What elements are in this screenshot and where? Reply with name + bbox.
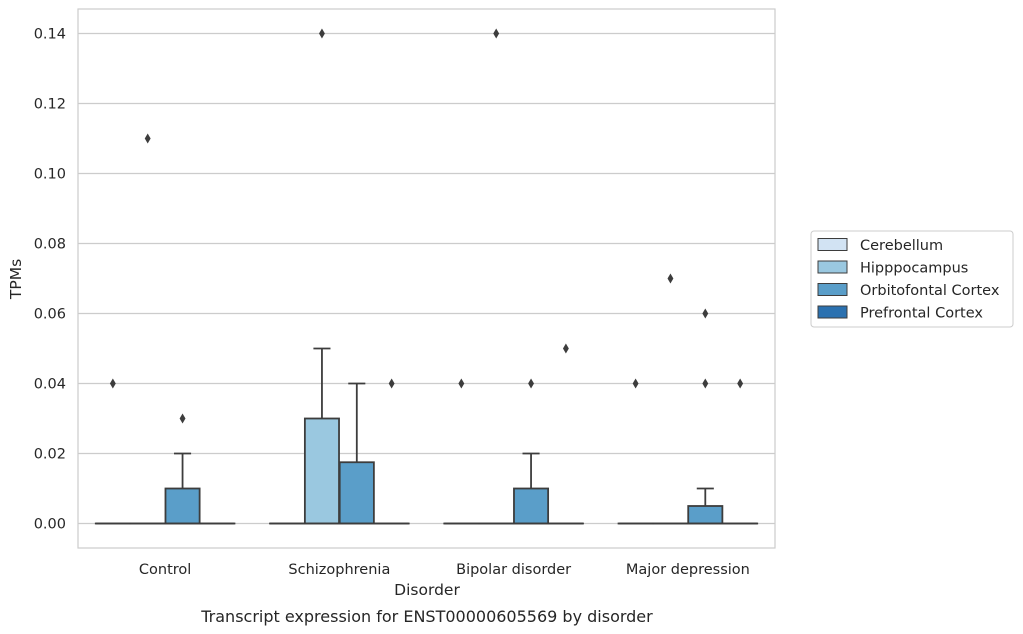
box-orbitofontal-cortex-control xyxy=(164,452,201,525)
y-tick-label: 0.00 xyxy=(34,517,66,533)
legend-swatch-orbitofontal-cortex xyxy=(817,283,848,296)
outlier-marker xyxy=(528,378,534,389)
box-orbitofontal-cortex-bipolar-disorder xyxy=(513,452,550,525)
outliers xyxy=(109,28,744,424)
y-tick-label: 0.10 xyxy=(34,167,66,183)
box-body xyxy=(687,505,724,525)
x-tick-label: Control xyxy=(139,562,191,578)
x-tick-label: Schizophrenia xyxy=(288,562,390,578)
outlier-marker xyxy=(667,273,674,284)
box-orbitofontal-cortex-major-depression xyxy=(687,487,724,525)
outlier-marker xyxy=(493,28,500,39)
y-tick-label: 0.14 xyxy=(34,27,66,43)
y-tick-label: 0.02 xyxy=(34,447,66,463)
chart-caption: Transcript expression for ENST0000060556… xyxy=(200,607,653,626)
y-tick-label: 0.06 xyxy=(34,307,66,323)
y-tick-label: 0.12 xyxy=(34,97,66,113)
legend-label-cerebellum: Cerebellum xyxy=(860,238,943,254)
legend-label-prefrontal-cortex: Prefrontal Cortex xyxy=(860,306,983,322)
x-axis-label: Disorder xyxy=(394,581,460,599)
outlier-marker xyxy=(388,378,395,389)
box-body xyxy=(164,487,201,525)
y-axis-ticks: 0.00 0.02 0.04 0.06 0.08 0.10 0.12 0.14 xyxy=(34,27,66,533)
legend-label-hipppocampus: Hipppocampus xyxy=(860,261,968,277)
y-axis-label: TPMs xyxy=(7,259,25,300)
legend: Cerebellum Hipppocampus Orbitofontal Corte… xyxy=(810,230,1014,328)
outlier-marker xyxy=(737,378,744,389)
outlier-marker xyxy=(562,343,569,354)
box-body xyxy=(303,417,340,525)
outlier-marker xyxy=(458,378,465,389)
outlier-marker xyxy=(319,28,325,39)
box-hipppocampus-schizophrenia xyxy=(303,347,340,525)
x-axis-ticks: Control Schizophrenia Bipolar disorder Majo… xyxy=(139,562,750,578)
outlier-marker xyxy=(179,413,186,424)
outlier-marker xyxy=(702,308,709,319)
legend-label-orbitofontal-cortex: Orbitofontal Cortex xyxy=(860,283,1000,299)
legend-frame xyxy=(810,230,1014,328)
box-plots xyxy=(94,347,759,525)
y-tick-label: 0.04 xyxy=(34,377,66,393)
legend-swatch-cerebellum xyxy=(817,238,848,251)
plot-frame xyxy=(77,8,776,549)
legend-swatch-hipppocampus xyxy=(817,260,848,274)
outlier-marker xyxy=(144,133,151,144)
y-tick-label: 0.08 xyxy=(34,237,66,253)
gridlines xyxy=(78,32,775,525)
box-body xyxy=(513,487,550,525)
outlier-marker xyxy=(109,378,116,389)
x-tick-label: Bipolar disorder xyxy=(456,562,571,578)
legend-swatch-prefrontal-cortex xyxy=(817,305,848,319)
x-tick-label: Major depression xyxy=(626,562,750,578)
box-body xyxy=(338,461,375,525)
outlier-marker xyxy=(702,378,709,389)
outlier-marker xyxy=(632,378,639,389)
box-orbitofontal-cortex-schizophrenia xyxy=(338,382,375,525)
